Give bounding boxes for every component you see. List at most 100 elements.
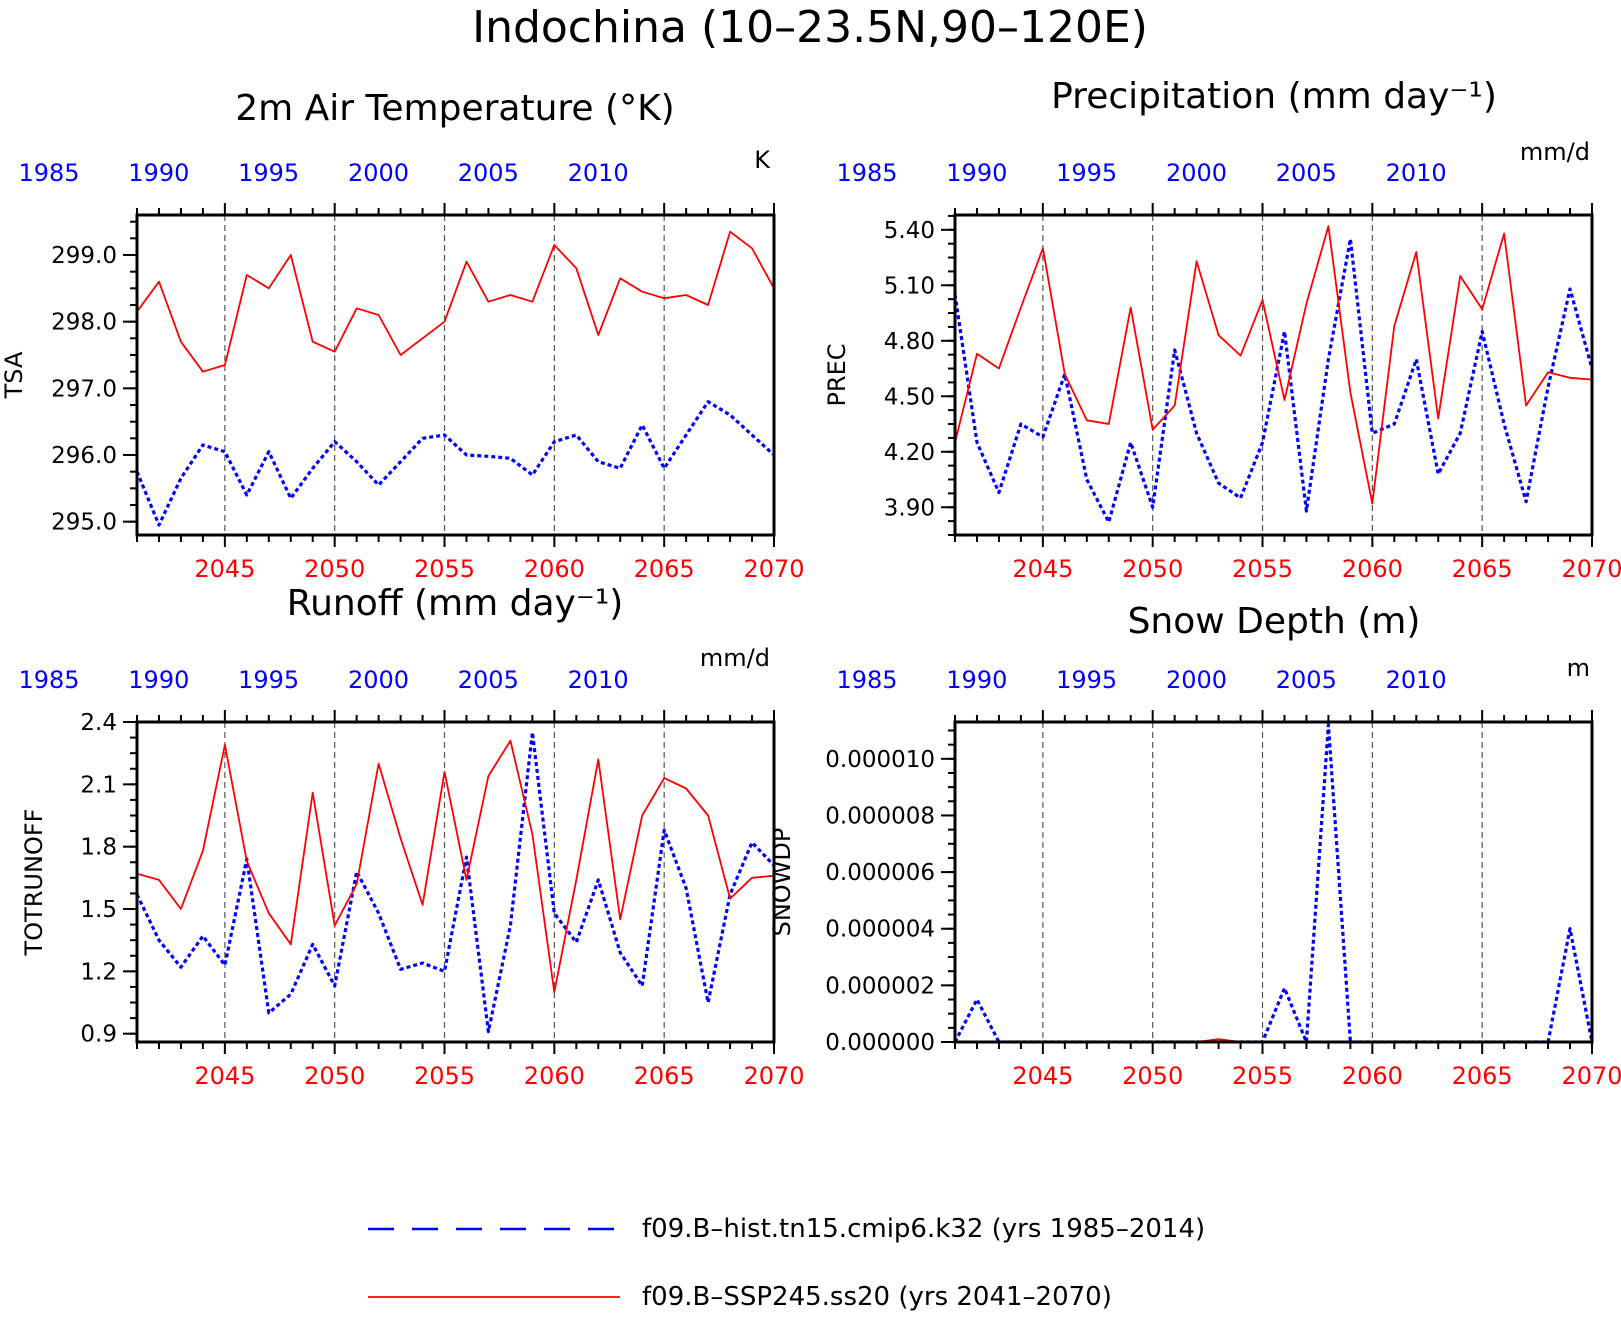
x-top-tick-label: 2005 (458, 666, 519, 694)
x-tick-label: 2055 (414, 1062, 475, 1090)
x-tick-label: 2070 (743, 1062, 804, 1090)
x-top-tick-label: 2010 (568, 159, 629, 187)
y-axis-label: TOTRUNOFF (20, 809, 48, 957)
x-top-tick-label: 1990 (946, 666, 1007, 694)
x-top-tick-label: 1985 (18, 666, 79, 694)
x-top-tick-label: 2005 (458, 159, 519, 187)
x-top-tick-label: 2005 (1276, 159, 1337, 187)
panel-title: Runoff (mm day⁻¹) (287, 583, 624, 624)
y-tick-label: 2.1 (80, 772, 117, 798)
y-tick-label: 0.000004 (825, 917, 935, 943)
y-tick-label: 299.0 (51, 243, 117, 269)
plot-frame (135, 720, 776, 1044)
x-top-tick-label: 1990 (946, 159, 1007, 187)
series-line-ssp245 (137, 739, 774, 993)
chart-panel-4: Snow Depth (m) m SNOWDP 2045 2050 2055 2060 206… (768, 601, 1621, 1090)
y-axis-label: PREC (823, 343, 851, 406)
y-tick-label: 3.90 (884, 495, 935, 521)
panel-unit-label: mm/d (700, 644, 770, 672)
y-axis-label: TSA (0, 351, 28, 399)
plot-frame (135, 213, 776, 537)
x-top-tick-label: 1985 (836, 159, 897, 187)
x-top-tick-label: 2000 (1166, 159, 1227, 187)
y-tick-label: 4.50 (884, 384, 935, 410)
y-tick-label: 2.4 (80, 710, 117, 736)
y-tick-label: 1.8 (80, 835, 117, 861)
y-tick-label: 298.0 (51, 310, 117, 336)
panel-title: Precipitation (mm day⁻¹) (1051, 76, 1497, 117)
x-top-tick-label: 1995 (1056, 159, 1117, 187)
x-tick-label: 2055 (1232, 555, 1293, 583)
x-top-tick-label: 1995 (238, 159, 299, 187)
x-tick-label: 2060 (524, 555, 585, 583)
series-line-ssp245 (955, 225, 1592, 505)
x-top-tick-label: 1990 (128, 159, 189, 187)
x-tick-label: 2045 (194, 555, 255, 583)
x-top-tick-label: 1985 (836, 666, 897, 694)
x-top-tick-label: 2010 (1386, 666, 1447, 694)
legend-label: f09.B–SSP245.ss20 (yrs 2041–2070) (642, 1282, 1112, 1312)
panels-group: 2m Air Temperature (°K) K TSA 2045 2050 2055 2… (0, 76, 1621, 1090)
x-top-tick-label: 2000 (348, 159, 409, 187)
x-top-tick-label: 1985 (18, 159, 79, 187)
x-tick-label: 2045 (194, 1062, 255, 1090)
panel-title: 2m Air Temperature (°K) (235, 88, 674, 129)
y-tick-label: 296.0 (51, 443, 117, 469)
y-tick-label: 1.2 (80, 959, 117, 985)
series-line-hist (137, 730, 774, 1034)
y-tick-label: 0.000002 (825, 973, 935, 999)
y-tick-label: 1.5 (80, 897, 117, 923)
x-top-tick-label: 1995 (238, 666, 299, 694)
x-top-tick-label: 2000 (1166, 666, 1227, 694)
x-tick-label: 2055 (1232, 1062, 1293, 1090)
x-tick-label: 2070 (1561, 1062, 1621, 1090)
x-top-tick-label: 2010 (1386, 159, 1447, 187)
y-tick-label: 295.0 (51, 510, 117, 536)
y-tick-label: 4.80 (884, 329, 935, 355)
legend-label: f09.B–hist.tn15.cmip6.k32 (yrs 1985–2014… (642, 1214, 1205, 1244)
x-tick-label: 2060 (524, 1062, 585, 1090)
y-tick-label: 5.40 (884, 218, 935, 244)
y-tick-label: 0.000000 (825, 1030, 935, 1056)
y-axis-label: SNOWDP (768, 828, 796, 937)
x-tick-label: 2060 (1342, 555, 1403, 583)
y-tick-label: 0.9 (80, 1022, 117, 1048)
panel-unit-label: m (1567, 654, 1590, 682)
panel-title: Snow Depth (m) (1128, 601, 1421, 642)
x-tick-label: 2070 (1561, 555, 1621, 583)
x-tick-label: 2050 (304, 1062, 365, 1090)
series-line-hist (137, 400, 774, 527)
chart-panel-1: 2m Air Temperature (°K) K TSA 2045 2050 2055 2… (0, 88, 805, 583)
x-tick-label: 2050 (1122, 555, 1183, 583)
x-tick-label: 2050 (304, 555, 365, 583)
legend: f09.B–hist.tn15.cmip6.k32 (yrs 1985–2014… (368, 1214, 1205, 1312)
x-tick-label: 2050 (1122, 1062, 1183, 1090)
x-tick-label: 2065 (634, 1062, 695, 1090)
x-top-tick-label: 2000 (348, 666, 409, 694)
x-tick-label: 2065 (634, 555, 695, 583)
figure-title: Indochina (10–23.5N,90–120E) (472, 2, 1148, 53)
chart-panel-3: Runoff (mm day⁻¹) mm/d TOTRUNOFF 2045 2050 20… (18, 583, 804, 1090)
panel-unit-label: K (754, 146, 771, 174)
chart-panel-2: Precipitation (mm day⁻¹) mm/d PREC 2045 2050… (823, 76, 1621, 583)
series-line-hist (955, 723, 1592, 1042)
plot-frame (953, 720, 1594, 1044)
plot-frame (953, 213, 1594, 537)
y-tick-label: 5.10 (884, 273, 935, 299)
x-tick-label: 2065 (1452, 555, 1513, 583)
x-top-tick-label: 1990 (128, 666, 189, 694)
panel-unit-label: mm/d (1520, 138, 1590, 166)
x-top-tick-label: 1995 (1056, 666, 1117, 694)
x-tick-label: 2055 (414, 555, 475, 583)
series-line-hist (955, 237, 1592, 524)
y-tick-label: 0.000006 (825, 860, 935, 886)
x-top-tick-label: 2010 (568, 666, 629, 694)
x-tick-label: 2070 (743, 555, 804, 583)
x-tick-label: 2045 (1012, 555, 1073, 583)
y-tick-label: 297.0 (51, 376, 117, 402)
y-tick-label: 4.20 (884, 440, 935, 466)
x-tick-label: 2065 (1452, 1062, 1513, 1090)
y-tick-label: 0.000010 (825, 747, 935, 773)
x-tick-label: 2060 (1342, 1062, 1403, 1090)
